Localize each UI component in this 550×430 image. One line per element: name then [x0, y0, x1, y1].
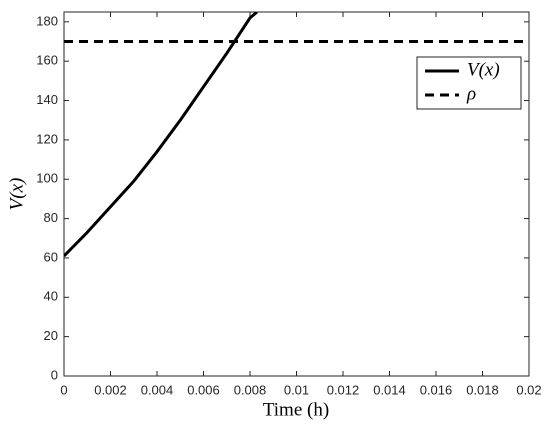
legend-label: ρ [466, 83, 476, 104]
legend-label: V(x) [467, 59, 500, 80]
x-tick-label: 0.018 [466, 382, 499, 397]
x-tick-label: 0.004 [141, 382, 174, 397]
y-tick-label: 120 [36, 131, 58, 146]
y-tick-label: 0 [51, 367, 58, 382]
x-tick-label: 0 [60, 382, 67, 397]
plot-series [64, 12, 529, 258]
x-tick-label: 0.012 [327, 382, 360, 397]
x-tick-label: 0.002 [94, 382, 127, 397]
y-tick-label: 20 [44, 328, 58, 343]
x-axis-label: Time (h) [263, 399, 329, 420]
series-line [64, 12, 258, 258]
x-tick-label: 0.01 [284, 382, 309, 397]
x-tick-label: 0.016 [420, 382, 453, 397]
x-tick-label: 0.014 [373, 382, 406, 397]
x-tick-label: 0.008 [234, 382, 267, 397]
y-tick-label: 100 [36, 171, 58, 186]
y-tick-label: 80 [44, 210, 58, 225]
y-axis-label: V(x) [6, 178, 27, 211]
x-tick-label: 0.006 [187, 382, 220, 397]
y-tick-label: 60 [44, 249, 58, 264]
legend-box [416, 56, 522, 110]
x-tick-label: 0.02 [516, 382, 541, 397]
y-tick-label: 180 [36, 13, 58, 28]
y-tick-label: 140 [36, 92, 58, 107]
y-tick-label: 160 [36, 53, 58, 68]
legend: V(x) ρ [416, 56, 522, 110]
y-tick-label: 40 [44, 289, 58, 304]
